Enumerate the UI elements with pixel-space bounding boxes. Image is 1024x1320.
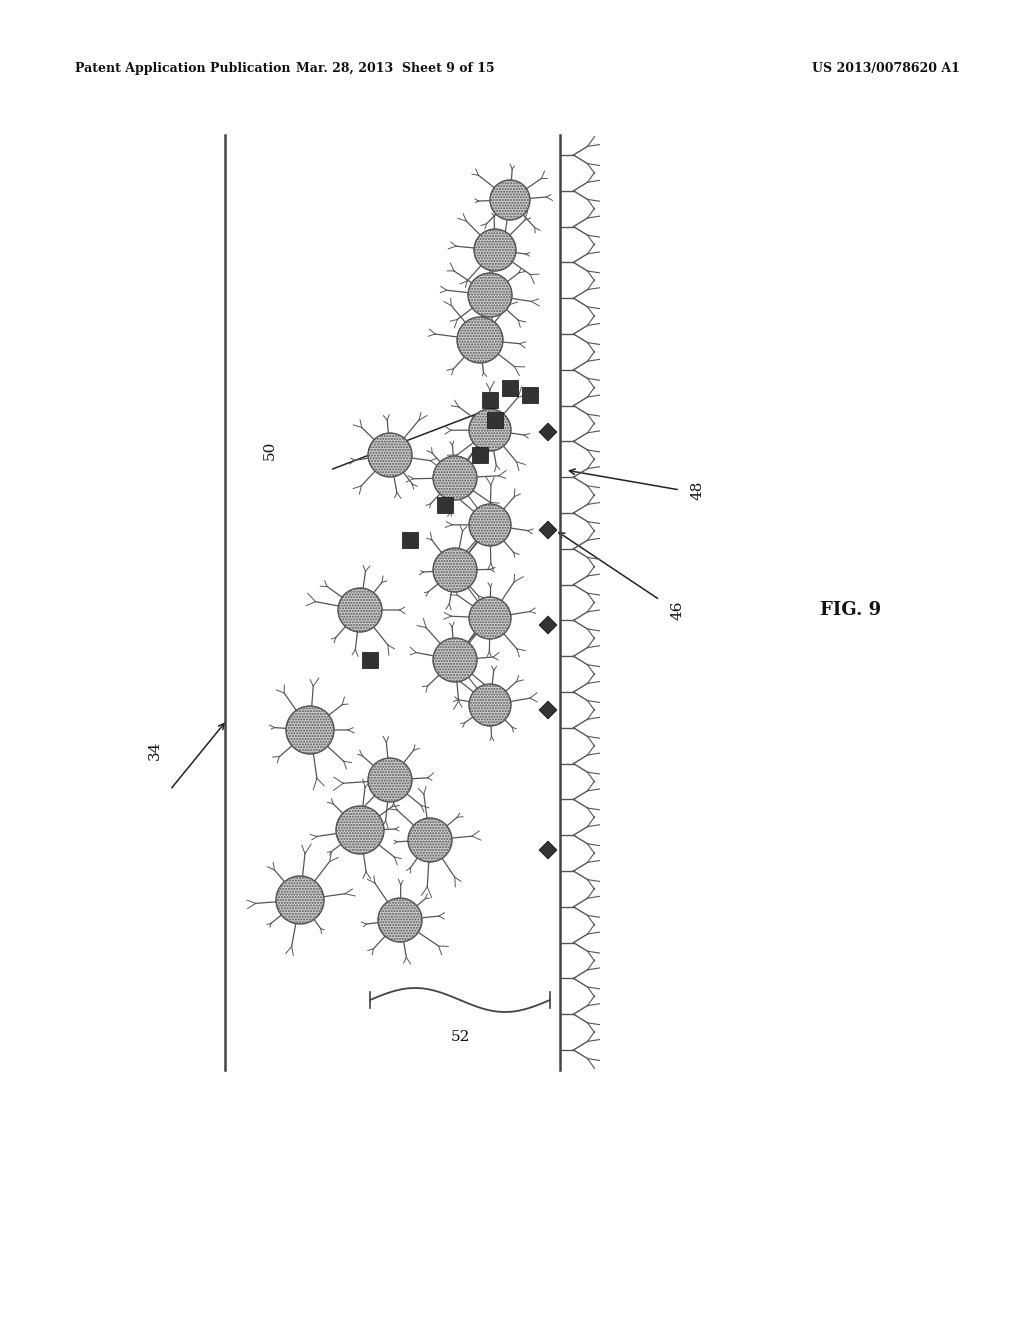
Circle shape <box>457 317 503 363</box>
Circle shape <box>338 587 382 632</box>
Polygon shape <box>539 521 557 539</box>
Circle shape <box>433 548 477 591</box>
Text: Patent Application Publication: Patent Application Publication <box>75 62 291 75</box>
Text: US 2013/0078620 A1: US 2013/0078620 A1 <box>812 62 961 75</box>
Polygon shape <box>522 387 538 403</box>
Polygon shape <box>539 422 557 441</box>
Circle shape <box>433 455 477 500</box>
Circle shape <box>469 409 511 451</box>
Polygon shape <box>472 447 488 463</box>
Circle shape <box>490 180 530 220</box>
Polygon shape <box>502 380 518 396</box>
Polygon shape <box>539 701 557 719</box>
Circle shape <box>286 706 334 754</box>
Polygon shape <box>539 841 557 859</box>
Polygon shape <box>402 532 418 548</box>
Text: FIG. 9: FIG. 9 <box>820 601 881 619</box>
Circle shape <box>368 758 412 803</box>
Polygon shape <box>539 616 557 634</box>
Circle shape <box>378 898 422 942</box>
Text: 34: 34 <box>148 741 162 760</box>
Circle shape <box>408 818 452 862</box>
Circle shape <box>468 273 512 317</box>
Text: Mar. 28, 2013  Sheet 9 of 15: Mar. 28, 2013 Sheet 9 of 15 <box>296 62 495 75</box>
Polygon shape <box>487 412 503 428</box>
Circle shape <box>474 228 516 271</box>
Text: 50: 50 <box>263 441 278 459</box>
Polygon shape <box>437 498 453 513</box>
Circle shape <box>433 638 477 682</box>
Text: 52: 52 <box>451 1030 470 1044</box>
Polygon shape <box>482 392 498 408</box>
Circle shape <box>368 433 412 477</box>
Circle shape <box>336 807 384 854</box>
Text: 48: 48 <box>690 480 705 500</box>
Circle shape <box>469 684 511 726</box>
Circle shape <box>276 876 324 924</box>
Polygon shape <box>362 652 378 668</box>
Text: 46: 46 <box>670 601 684 620</box>
Circle shape <box>469 597 511 639</box>
Circle shape <box>469 504 511 546</box>
